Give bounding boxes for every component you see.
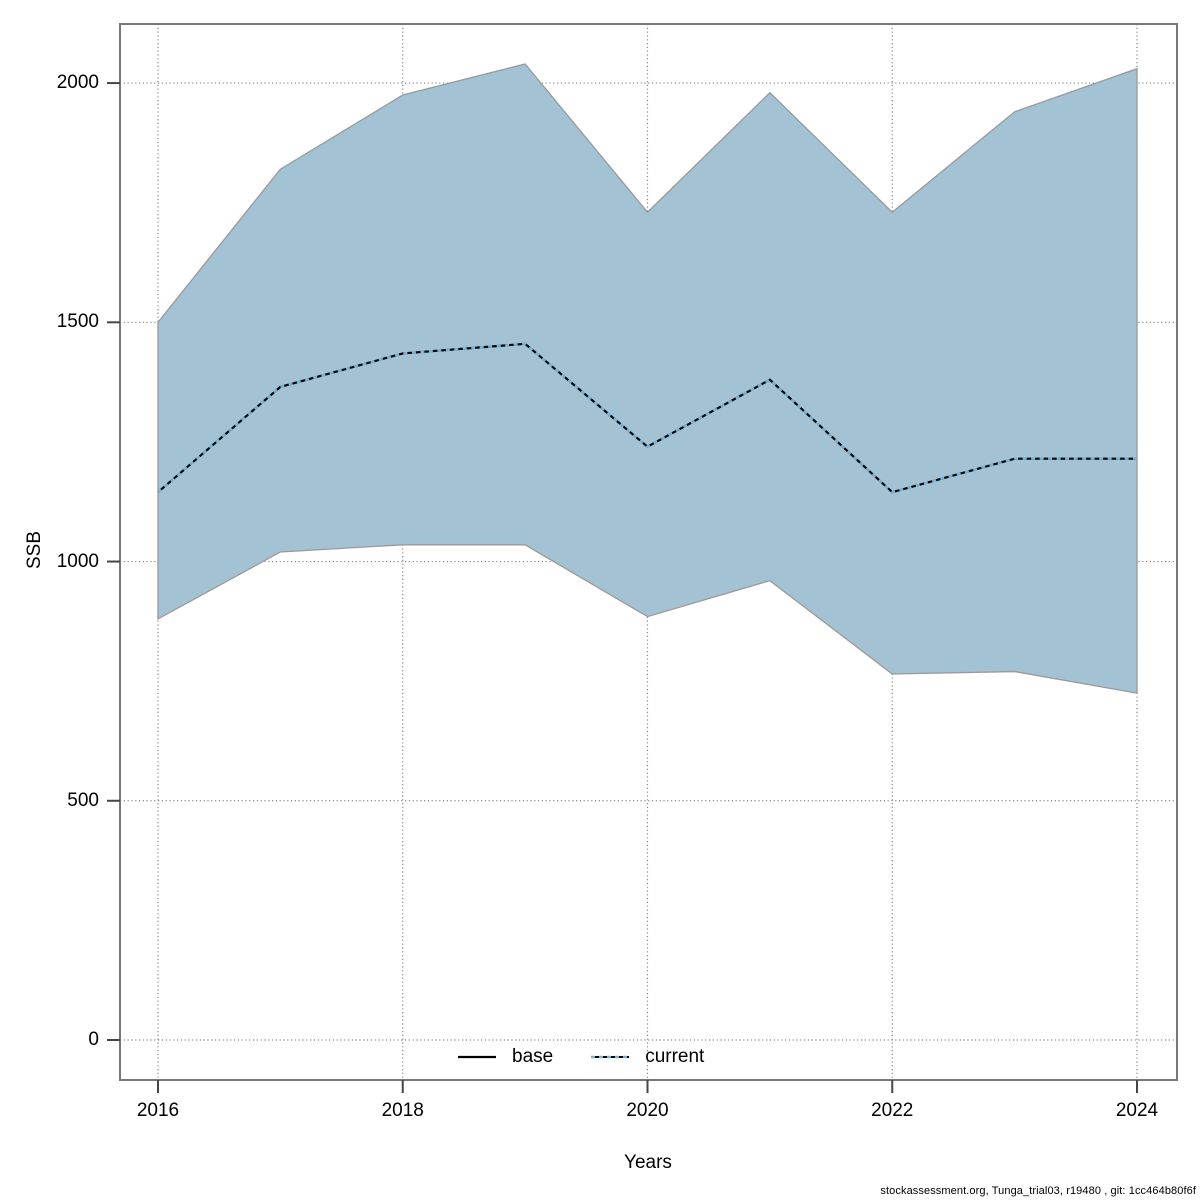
current-line — [157, 342, 1137, 494]
x-axis-title: Years — [624, 1152, 672, 1173]
legend-label-base: base — [512, 1046, 554, 1067]
y-tick-label: 1500 — [56, 311, 99, 333]
x-tick-label: 2024 — [1115, 1100, 1159, 1121]
x-tick-label: 2016 — [136, 1100, 180, 1121]
confidence-band — [157, 63, 1138, 694]
y-tick-label: 1000 — [56, 550, 99, 572]
y-tick-label: 500 — [67, 789, 99, 811]
base-line-sample — [458, 1055, 496, 1059]
legend: base current — [457, 1046, 704, 1068]
y-tick-label: 0 — [88, 1029, 99, 1050]
plot-caption: stockassessment.org, Tunga_trial03, r194… — [880, 1185, 1196, 1197]
legend-label-current: current — [645, 1046, 705, 1067]
x-tick-label: 2022 — [871, 1100, 914, 1121]
x-tick-label: 2020 — [626, 1100, 669, 1121]
x-tick-label: 2018 — [381, 1100, 424, 1121]
y-tick-label: 2000 — [56, 72, 99, 94]
current-line-sample — [591, 1055, 630, 1059]
